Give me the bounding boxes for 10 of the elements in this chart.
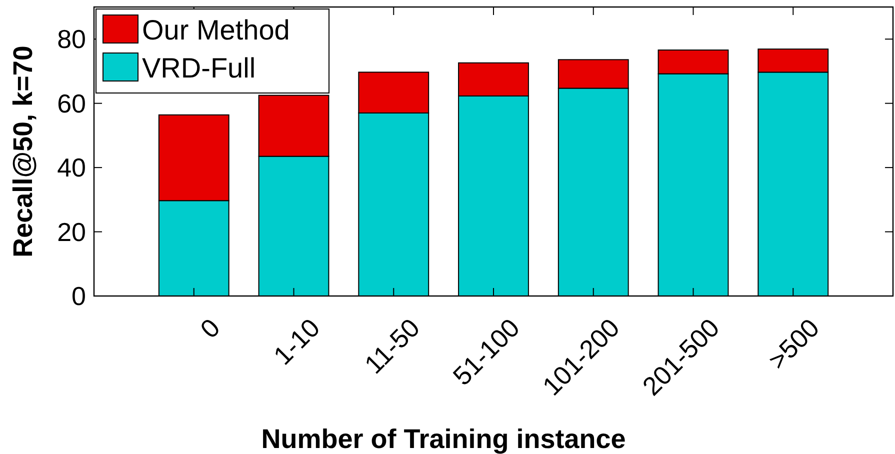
- y-axis-title: Recall@50, k=70: [8, 46, 38, 258]
- x-axis-title: Number of Training instance: [261, 424, 626, 454]
- x-tick-label: 0: [194, 312, 226, 344]
- legend-label: Our Method: [142, 14, 290, 46]
- y-tick-label: 20: [57, 216, 86, 247]
- y-tick-label: 80: [57, 24, 86, 54]
- y-tick-label: 40: [57, 152, 86, 183]
- y-tick-label: 0: [72, 281, 86, 311]
- legend-label: VRD-Full: [142, 52, 256, 84]
- y-tick-label: 60: [57, 88, 86, 118]
